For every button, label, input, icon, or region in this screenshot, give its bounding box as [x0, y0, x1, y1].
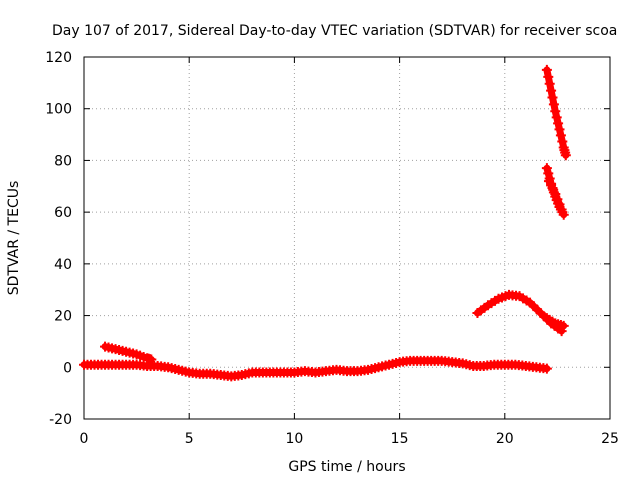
chart-title: Day 107 of 2017, Sidereal Day-to-day VTE… — [52, 23, 617, 39]
data-point — [541, 163, 552, 174]
data-point — [556, 204, 567, 215]
y-tick-label: 80 — [54, 153, 72, 169]
y-axis-label: SDTVAR / TECUs — [6, 181, 22, 296]
series-arc-hump-lower — [541, 313, 569, 331]
data-points — [79, 64, 571, 382]
data-point — [560, 150, 571, 161]
axis-ticks: 0 5 10 15 20 25 -20 0 20 40 60 80 100 120 — [45, 50, 619, 447]
y-tick-label: 0 — [63, 360, 72, 376]
data-point — [543, 71, 554, 82]
y-tick-label: 40 — [54, 257, 72, 273]
data-point — [546, 85, 557, 96]
x-axis-label: GPS time / hours — [288, 459, 405, 475]
plot-frame — [83, 56, 611, 420]
x-tick-label: 5 — [185, 431, 194, 447]
y-tick-label: -20 — [49, 412, 72, 428]
y-tick-label: 120 — [45, 50, 72, 66]
x-tick-label: 25 — [601, 431, 619, 447]
data-point — [548, 99, 559, 110]
y-tick-label: 60 — [54, 205, 72, 221]
data-point — [146, 354, 157, 365]
data-point — [541, 363, 552, 374]
x-tick-label: 15 — [391, 431, 409, 447]
x-tick-label: 20 — [496, 431, 514, 447]
data-point — [550, 189, 561, 200]
grid — [84, 57, 610, 419]
series-arc-mid-2 — [543, 176, 567, 215]
x-tick-label: 0 — [80, 431, 89, 447]
data-point — [557, 136, 568, 147]
x-tick-label: 10 — [285, 431, 303, 447]
data-point — [555, 130, 566, 141]
data-point — [558, 320, 569, 331]
series-baseline — [79, 355, 552, 382]
data-point — [554, 199, 565, 210]
series-arc-early — [100, 341, 157, 365]
data-point — [544, 78, 555, 89]
series-arc-high — [541, 64, 571, 161]
data-point — [553, 118, 564, 129]
y-tick-label: 20 — [54, 309, 72, 325]
data-point — [541, 64, 552, 75]
data-point — [551, 112, 562, 123]
series-arc-hump — [472, 289, 567, 337]
data-point — [552, 194, 563, 205]
y-tick-label: 100 — [45, 102, 72, 118]
data-point — [547, 92, 558, 103]
data-point — [554, 124, 565, 135]
data-point — [550, 106, 561, 117]
